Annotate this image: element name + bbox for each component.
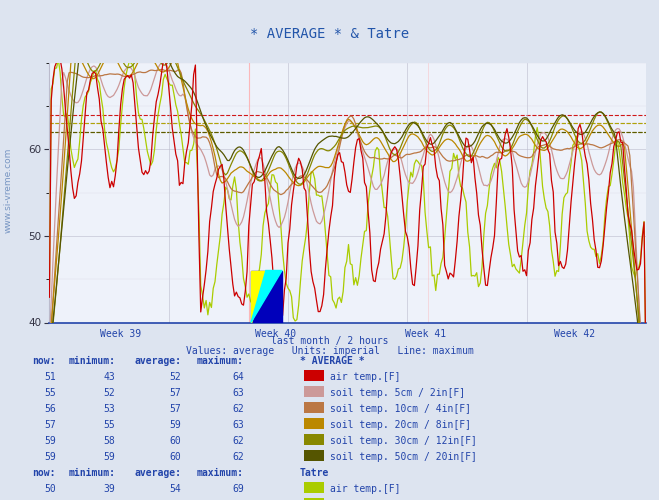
Text: 69: 69 [232,484,244,494]
Text: minimum:: minimum: [69,468,115,478]
Text: now:: now: [32,356,56,366]
Text: * AVERAGE *: * AVERAGE * [300,356,364,366]
Text: Week 40: Week 40 [256,329,297,339]
Text: 64: 64 [232,372,244,382]
Text: 62: 62 [232,404,244,414]
Text: 60: 60 [169,452,181,462]
Text: 60: 60 [169,436,181,446]
Text: soil temp. 10cm / 4in[F]: soil temp. 10cm / 4in[F] [330,404,471,414]
Text: 43: 43 [103,372,115,382]
Text: 53: 53 [103,404,115,414]
Polygon shape [251,270,266,322]
Text: maximum:: maximum: [197,356,244,366]
Text: Week 41: Week 41 [405,329,445,339]
Text: 58: 58 [103,436,115,446]
Bar [251,270,282,322]
Text: 62: 62 [232,436,244,446]
Text: 55: 55 [44,388,56,398]
Text: 57: 57 [169,404,181,414]
Text: air temp.[F]: air temp.[F] [330,372,400,382]
Text: 52: 52 [169,372,181,382]
Text: 62: 62 [232,452,244,462]
Text: 63: 63 [232,388,244,398]
Text: average:: average: [134,468,181,478]
Text: 57: 57 [44,420,56,430]
Text: soil temp. 50cm / 20in[F]: soil temp. 50cm / 20in[F] [330,452,476,462]
Text: 59: 59 [44,436,56,446]
Text: now:: now: [32,468,56,478]
Text: Tatre: Tatre [300,468,330,478]
Text: 59: 59 [169,420,181,430]
Text: 51: 51 [44,372,56,382]
Text: Week 39: Week 39 [100,329,142,339]
Text: 50: 50 [44,484,56,494]
Text: soil temp. 5cm / 2in[F]: soil temp. 5cm / 2in[F] [330,388,465,398]
Text: air temp.[F]: air temp.[F] [330,484,400,494]
Text: minimum:: minimum: [69,356,115,366]
Text: 63: 63 [232,420,244,430]
Text: 54: 54 [169,484,181,494]
Text: Week 42: Week 42 [554,329,595,339]
Text: average:: average: [134,356,181,366]
Text: soil temp. 20cm / 8in[F]: soil temp. 20cm / 8in[F] [330,420,471,430]
Text: 57: 57 [169,388,181,398]
Text: 55: 55 [103,420,115,430]
Text: soil temp. 30cm / 12in[F]: soil temp. 30cm / 12in[F] [330,436,476,446]
Text: www.si-vreme.com: www.si-vreme.com [3,148,13,232]
Polygon shape [251,270,282,322]
Text: Values: average   Units: imperial   Line: maximum: Values: average Units: imperial Line: ma… [186,346,473,356]
Text: 52: 52 [103,388,115,398]
Text: * AVERAGE * & Tatre: * AVERAGE * & Tatre [250,27,409,41]
Text: 39: 39 [103,484,115,494]
Text: 59: 59 [44,452,56,462]
Text: 56: 56 [44,404,56,414]
Text: 59: 59 [103,452,115,462]
Text: maximum:: maximum: [197,468,244,478]
Text: last month / 2 hours: last month / 2 hours [271,336,388,346]
